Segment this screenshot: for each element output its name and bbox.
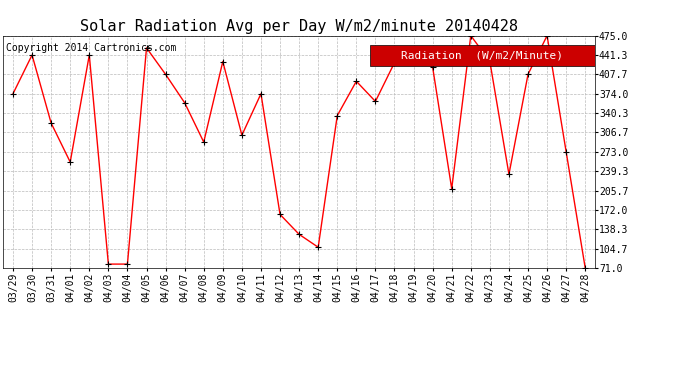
FancyBboxPatch shape [370, 45, 595, 66]
Text: Copyright 2014 Cartronics.com: Copyright 2014 Cartronics.com [6, 43, 177, 52]
Title: Solar Radiation Avg per Day W/m2/minute 20140428: Solar Radiation Avg per Day W/m2/minute … [80, 20, 518, 34]
Text: Radiation  (W/m2/Minute): Radiation (W/m2/Minute) [402, 50, 564, 60]
